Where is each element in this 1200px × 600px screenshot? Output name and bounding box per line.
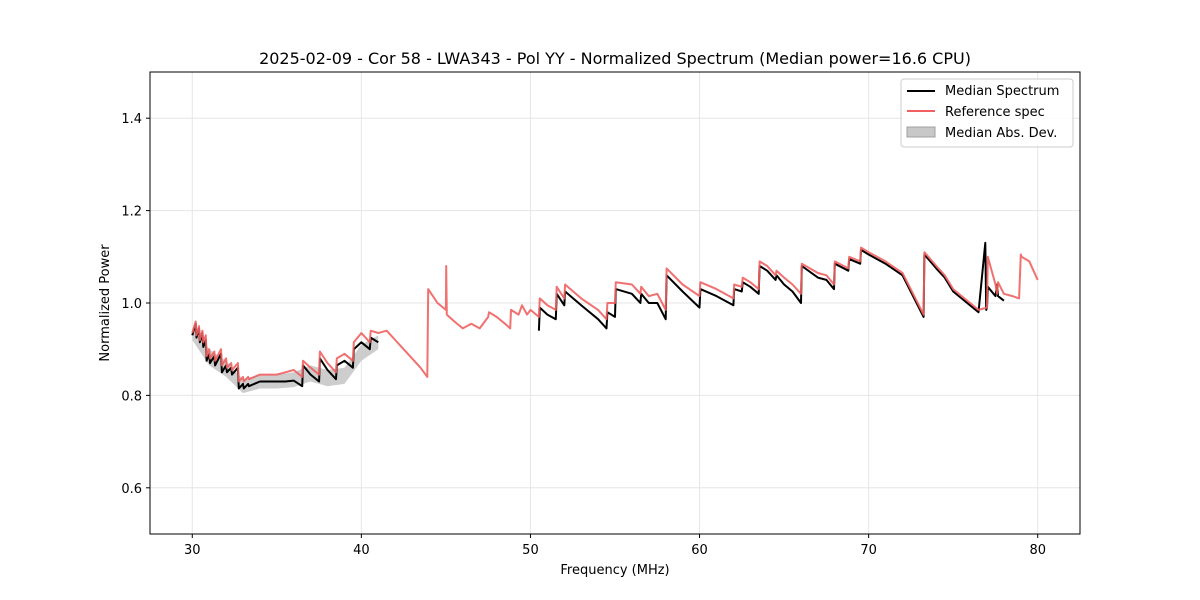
legend-box — [900, 78, 1074, 148]
y-axis-label: Normalized Power — [98, 244, 113, 362]
x-tick-label: 30 — [184, 543, 201, 558]
legend: Median Spectrum Reference spec Median Ab… — [900, 78, 1074, 148]
series-layer — [191, 241, 1039, 390]
y-tick-label: 0.8 — [121, 389, 142, 404]
legend-mad-swatch — [906, 126, 936, 138]
y-tick-label: 1.0 — [121, 297, 142, 312]
y-axis: 0.6 0.8 1.0 1.2 1.4 — [121, 112, 150, 497]
legend-median-label: Median Spectrum — [945, 84, 1059, 99]
x-tick-label: 40 — [353, 543, 370, 558]
x-axis: 30 40 50 60 70 80 — [184, 534, 1046, 558]
x-tick-label: 60 — [691, 543, 708, 558]
legend-mad-label: Median Abs. Dev. — [945, 126, 1057, 141]
x-tick-label: 70 — [860, 543, 877, 558]
y-tick-label: 1.4 — [121, 112, 142, 127]
chart-title: 2025-02-09 - Cor 58 - LWA343 - Pol YY - … — [259, 49, 971, 68]
y-tick-label: 1.2 — [121, 205, 142, 220]
x-axis-label: Frequency (MHz) — [560, 563, 669, 578]
x-tick-label: 80 — [1029, 543, 1046, 558]
reference-spectrum-line — [191, 246, 1039, 383]
y-tick-label: 0.6 — [121, 482, 142, 497]
x-tick-label: 50 — [522, 543, 539, 558]
legend-reference-label: Reference spec — [945, 105, 1045, 120]
